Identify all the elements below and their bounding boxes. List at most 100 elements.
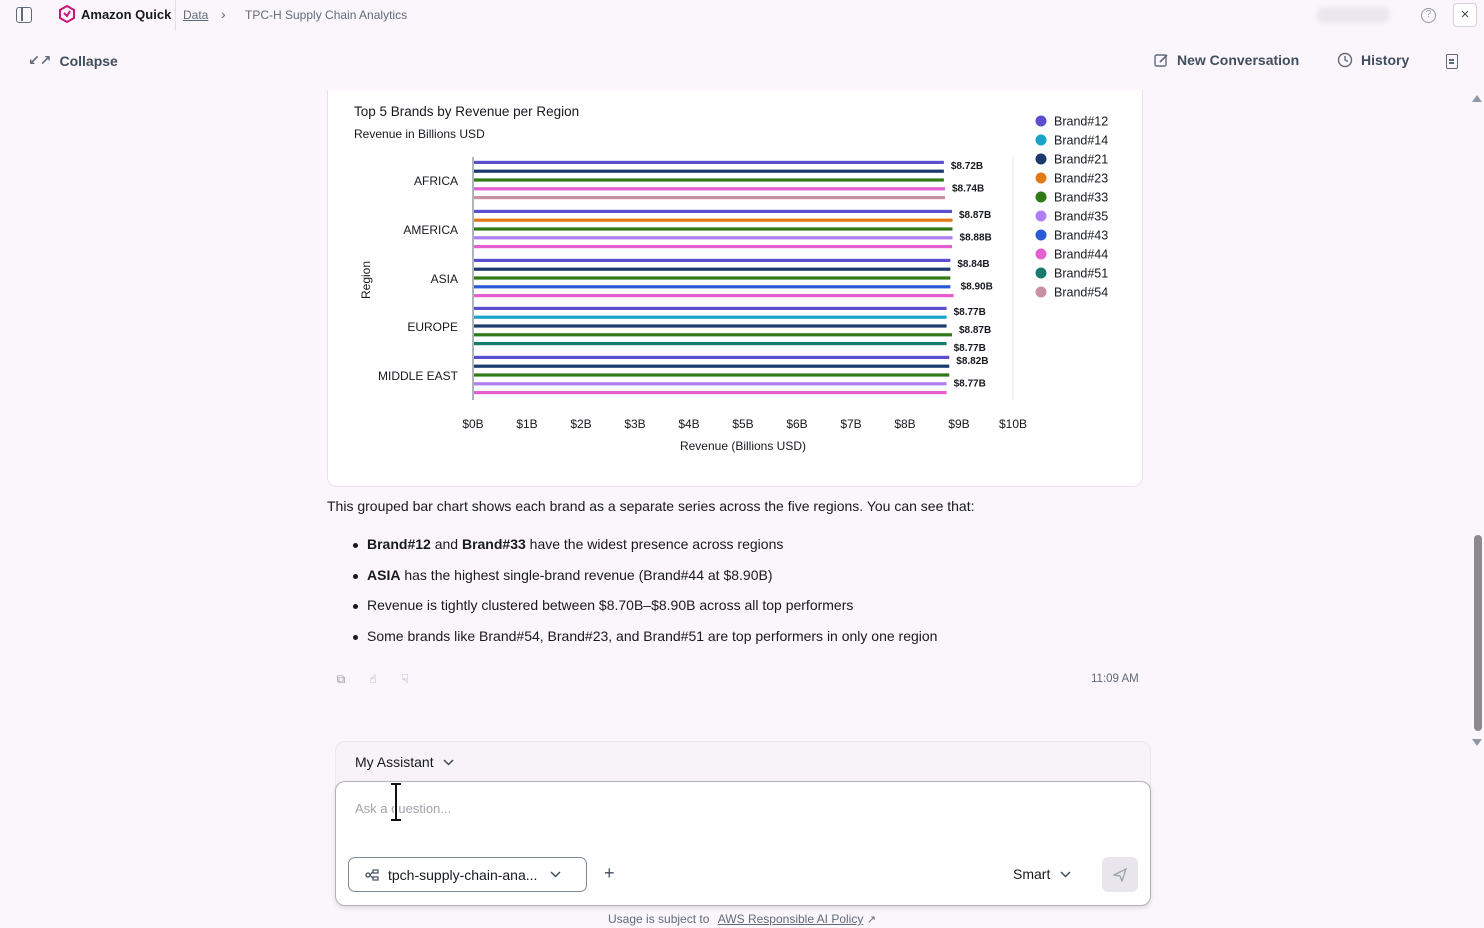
legend-label: Brand#23 xyxy=(1054,172,1108,186)
legend-swatch xyxy=(1035,172,1047,184)
data-label: $8.90B xyxy=(961,281,993,292)
thumbs-down-icon[interactable]: ☟ xyxy=(401,672,409,686)
bullet-item: Brand#12 and Brand#33 have the widest pr… xyxy=(352,536,937,567)
scrollbar-thumb[interactable] xyxy=(1474,535,1482,731)
bar xyxy=(474,160,944,164)
history-button[interactable]: History xyxy=(1337,52,1409,68)
bar xyxy=(474,209,952,213)
user-menu[interactable] xyxy=(1316,7,1390,23)
mode-label: Smart xyxy=(1013,866,1051,882)
send-button[interactable] xyxy=(1102,857,1138,892)
collapse-label: Collapse xyxy=(59,52,118,69)
bullet-bold: Brand#33 xyxy=(461,536,526,552)
bar xyxy=(474,227,953,231)
y-category-label: AMERICA xyxy=(403,223,458,237)
assistant-select[interactable]: My Assistant xyxy=(355,754,454,770)
bar xyxy=(474,294,954,298)
scroll-up-arrow[interactable] xyxy=(1472,95,1482,102)
x-tick-label: $10B xyxy=(999,417,1027,431)
document-icon[interactable] xyxy=(1446,54,1458,69)
amazon-quick-logo-icon xyxy=(59,5,75,23)
bar xyxy=(474,324,947,328)
assistant-label: My Assistant xyxy=(355,754,434,770)
bar xyxy=(474,187,945,191)
question-input[interactable]: Ask a question... xyxy=(355,801,452,816)
legend-label: Brand#12 xyxy=(1054,115,1108,129)
top-bar: Amazon Quick Data › TPC-H Supply Chain A… xyxy=(0,0,1484,31)
chart-card xyxy=(327,90,1143,487)
legend-label: Brand#35 xyxy=(1054,210,1108,224)
scroll-down-arrow[interactable] xyxy=(1472,739,1482,746)
bullet-bold: Brand#12 xyxy=(367,536,431,552)
mode-select[interactable]: Smart xyxy=(1013,866,1071,882)
bar xyxy=(474,306,947,310)
x-tick-label: $0B xyxy=(462,417,483,431)
chevron-down-icon xyxy=(550,871,561,878)
chevron-down-icon xyxy=(443,758,454,766)
legend-swatch xyxy=(1035,115,1047,127)
data-label: $8.77B xyxy=(954,343,986,354)
external-link-icon: ↗ xyxy=(866,914,876,926)
x-tick-label: $5B xyxy=(732,417,753,431)
legend-swatch xyxy=(1035,267,1047,279)
collapse-icon: ↙↗ xyxy=(28,52,52,68)
legend-label: Brand#21 xyxy=(1054,153,1108,167)
bar xyxy=(474,267,951,271)
chevron-right-icon: › xyxy=(221,6,226,22)
send-icon xyxy=(1113,868,1127,882)
bar xyxy=(474,333,952,337)
bullet-text: has the highest single-brand revenue (Br… xyxy=(400,566,773,583)
legend-swatch xyxy=(1035,153,1047,165)
bar xyxy=(474,258,951,262)
help-icon[interactable]: ? xyxy=(1421,8,1436,23)
y-category-label: MIDDLE EAST xyxy=(378,369,459,383)
policy-link[interactable]: AWS Responsible AI Policy xyxy=(717,912,864,926)
bar-chart: $0B $1B $2B $3B $4B $5B $6B $7B $8B $9B $10B Revenu… xyxy=(359,115,1108,454)
app-brand[interactable]: Amazon Quick xyxy=(58,5,171,23)
data-label: $8.77B xyxy=(954,307,986,318)
x-tick-label: $1B xyxy=(516,417,537,431)
bar xyxy=(474,178,944,182)
collapse-button[interactable]: ↙↗ Collapse xyxy=(28,52,118,69)
breadcrumb-title: TPC-H Supply Chain Analytics xyxy=(245,8,408,22)
bullet-text: have the widest presence across regions xyxy=(525,536,784,552)
legend-label: Brand#51 xyxy=(1054,267,1108,281)
legend-swatch xyxy=(1035,210,1047,222)
message-bullets: Brand#12 and Brand#33 have the widest pr… xyxy=(352,536,937,659)
bar xyxy=(474,315,947,319)
thumbs-up-icon[interactable]: ☝ xyxy=(369,672,377,686)
bullet-text: and xyxy=(430,536,462,552)
message-timestamp: 11:09 AM xyxy=(1091,673,1139,685)
bar xyxy=(474,364,950,368)
bullet-bold: ASIA xyxy=(367,566,401,583)
bar xyxy=(474,355,950,359)
data-label: $8.77B xyxy=(954,378,986,389)
close-button[interactable]: × xyxy=(1453,3,1477,27)
legend-label: Brand#43 xyxy=(1054,229,1108,243)
y-category-label: ASIA xyxy=(431,272,458,286)
data-label: $8.74B xyxy=(952,183,984,194)
breadcrumb-data-link[interactable]: Data xyxy=(183,8,209,22)
bullet-text: Revenue is tightly clustered between $8.… xyxy=(367,597,854,613)
y-category-label: EUROPE xyxy=(407,320,458,334)
new-conversation-button[interactable]: New Conversation xyxy=(1154,52,1299,68)
x-tick-label: $3B xyxy=(624,417,645,431)
add-attachment-button[interactable]: + xyxy=(604,863,615,883)
bar xyxy=(474,169,944,173)
chart-subtitle: Revenue in Billions USD xyxy=(354,127,485,141)
x-tick-label: $7B xyxy=(840,417,861,431)
sidebar-toggle-icon[interactable] xyxy=(16,7,32,23)
dataset-select[interactable]: tpch-supply-chain-ana... xyxy=(348,857,587,892)
x-tick-label: $6B xyxy=(786,417,807,431)
legend-swatch xyxy=(1035,134,1047,146)
question-input-box[interactable] xyxy=(335,781,1151,906)
dataset-label: tpch-supply-chain-ana... xyxy=(388,866,538,883)
bullet-item: Some brands like Brand#54, Brand#23, and… xyxy=(352,628,937,659)
bar xyxy=(474,391,947,395)
bar xyxy=(474,218,953,222)
x-tick-label: $8B xyxy=(894,417,915,431)
copy-icon[interactable]: ⧉ xyxy=(336,672,346,686)
x-tick-label: $4B xyxy=(678,417,699,431)
history-label: History xyxy=(1361,52,1410,68)
chart-title: Top 5 Brands by Revenue per Region xyxy=(354,104,580,119)
